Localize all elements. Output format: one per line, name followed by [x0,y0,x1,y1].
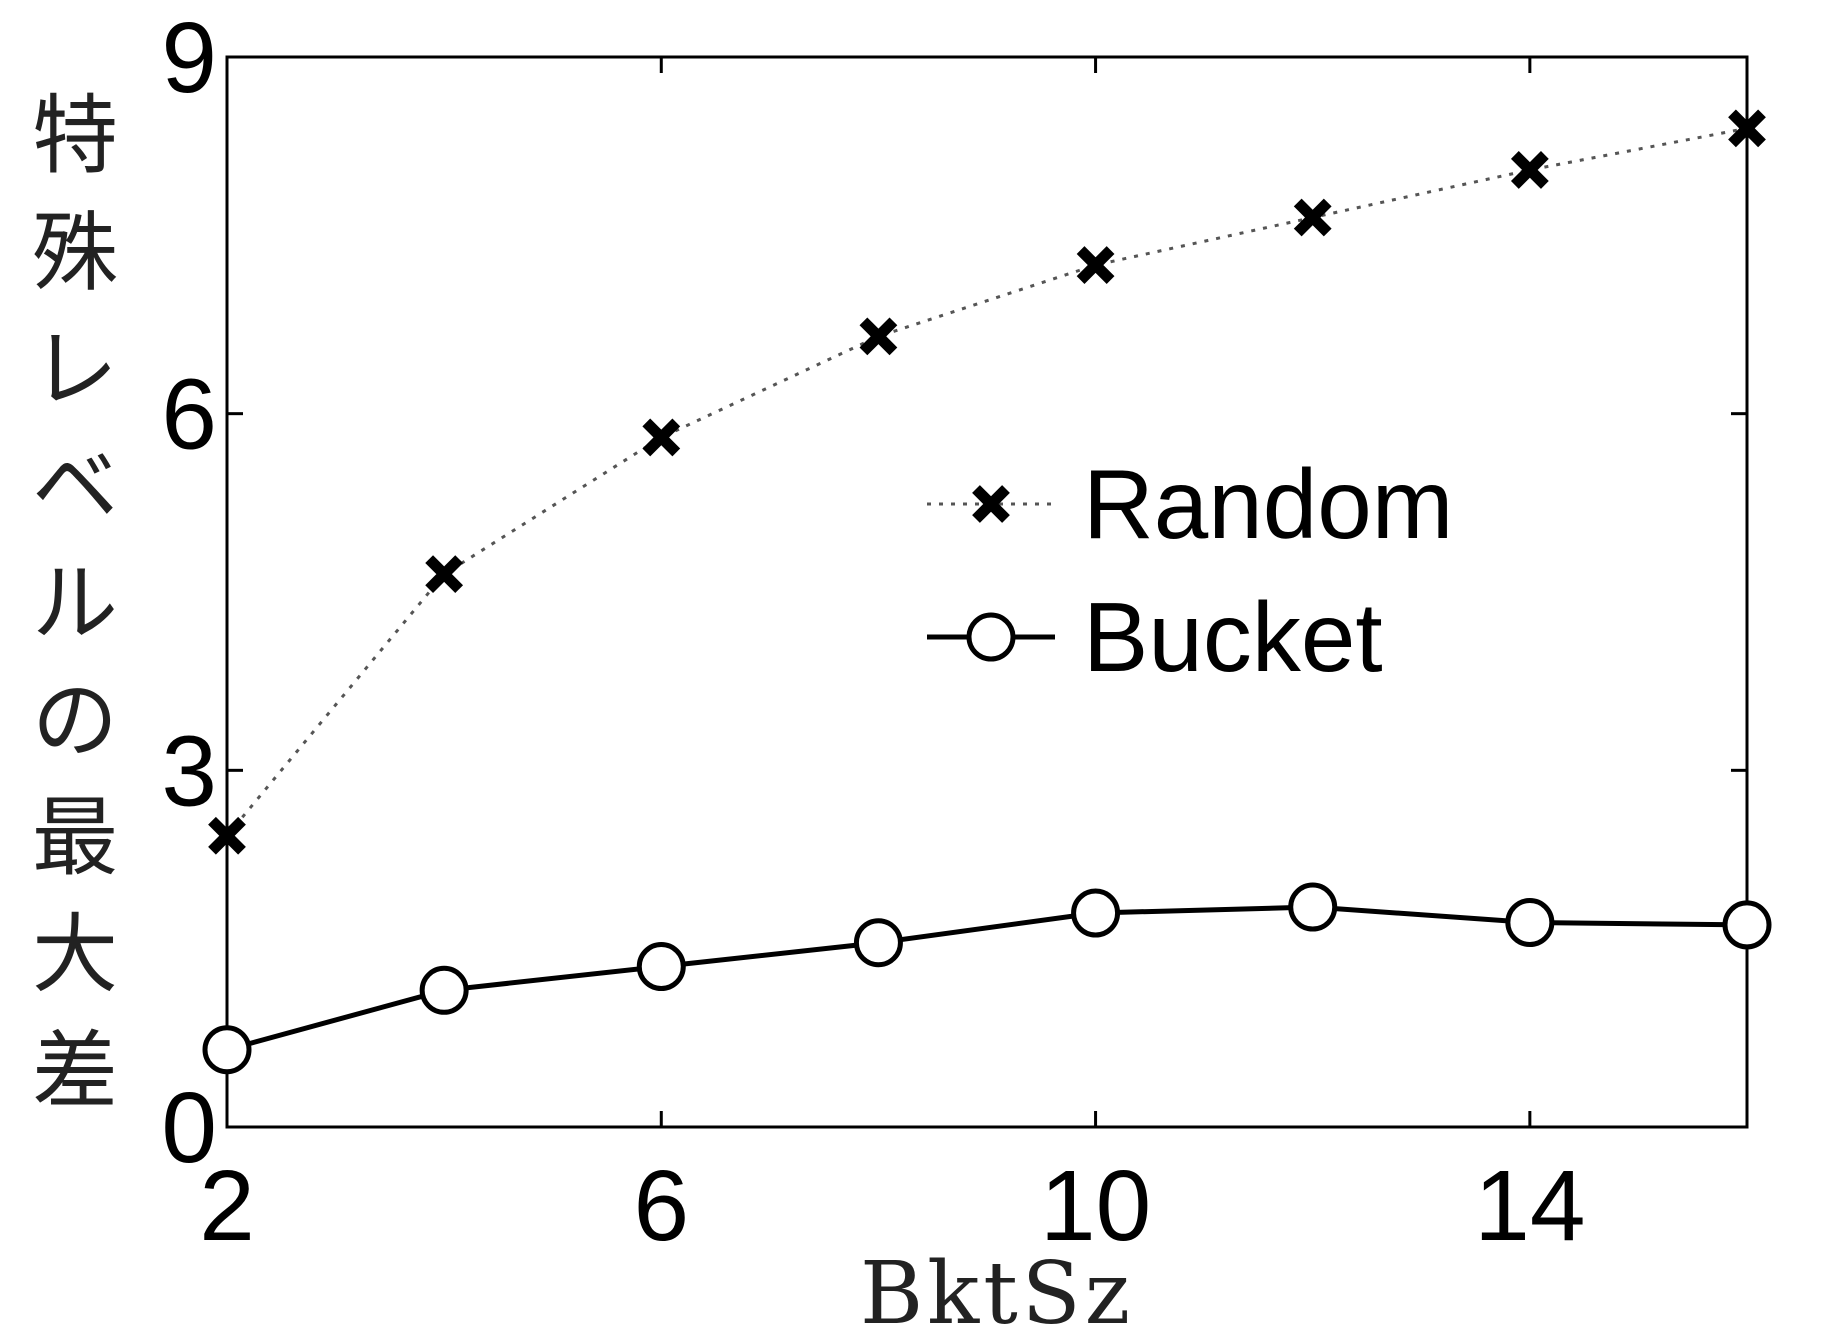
y-tick-label: 3 [161,715,217,827]
x-marker-stroke [972,485,1010,523]
x-tick-label: 6 [633,1150,689,1262]
circle-marker [1505,898,1555,948]
circle-marker [202,1025,252,1075]
x-axis-label: BktSz [860,1244,1134,1335]
series-bucket [202,882,1772,1075]
data-point [1071,888,1121,938]
x-tick-label: 14 [1474,1150,1585,1262]
data-point [859,317,898,356]
y-tick-label: 0 [161,1072,217,1184]
legend-label: Bucket [1083,582,1383,692]
y-axis-label-char: 差 [32,1022,118,1122]
legend-label: Random [1083,449,1453,559]
data-point [208,816,246,855]
circle-marker [636,942,686,991]
legend-entry-bucket: Bucket [927,582,1383,692]
circle-marker [1722,900,1772,950]
circle-marker [1071,888,1121,938]
series-line [226,904,1748,1053]
y-axis-label-char: レ [32,320,118,420]
data-point [1288,882,1338,932]
y-tick-label: 9 [161,2,217,114]
x-marker-stroke [1293,198,1332,237]
data-point [1293,198,1332,237]
x-marker-stroke [642,418,681,457]
y-tick-label: 6 [161,359,217,471]
series-line [225,126,1748,837]
series-random [208,109,1766,855]
plot-frame [225,55,1749,1129]
data-point [202,1025,252,1075]
y-axis-label-char: 大 [32,905,118,1005]
data-point [425,555,464,594]
y-axis-label-char: ル [32,554,118,654]
data-point [642,418,681,457]
x-tick-label: 10 [1040,1150,1151,1262]
circle-marker [853,918,903,968]
data-point [1510,151,1549,189]
data-point [636,942,686,991]
x-marker-stroke [425,555,464,594]
x-marker-stroke [1510,151,1549,189]
circle-marker [419,965,469,1015]
y-axis-label-char: 最 [32,788,118,888]
tick-labels: 2 6 10 14 0 3 6 9 [161,2,1585,1262]
data-point [1076,246,1115,284]
legend: Random Bucket [927,449,1453,692]
x-tick-label: 2 [199,1150,255,1262]
circle-marker [1288,882,1338,932]
data-point [853,918,903,968]
data-point [1728,109,1766,148]
y-axis-label-char: ベ [32,437,118,537]
circle-marker [966,612,1016,662]
x-marker-stroke [1076,246,1115,284]
y-axis-label-char: の [32,671,118,771]
data-point [1505,898,1555,948]
series-layer [202,109,1772,1075]
data-point [1722,900,1772,950]
x-marker-stroke [1728,109,1766,148]
y-axis-label-char: 特 [32,86,118,186]
legend-entry-random: Random [927,449,1453,559]
data-point [419,965,469,1015]
x-marker-stroke [859,317,898,356]
axis-ticks [225,55,1747,1129]
x-marker-stroke [208,816,246,855]
plot-area [202,55,1772,1129]
y-axis-label-char: 殊 [32,203,118,303]
